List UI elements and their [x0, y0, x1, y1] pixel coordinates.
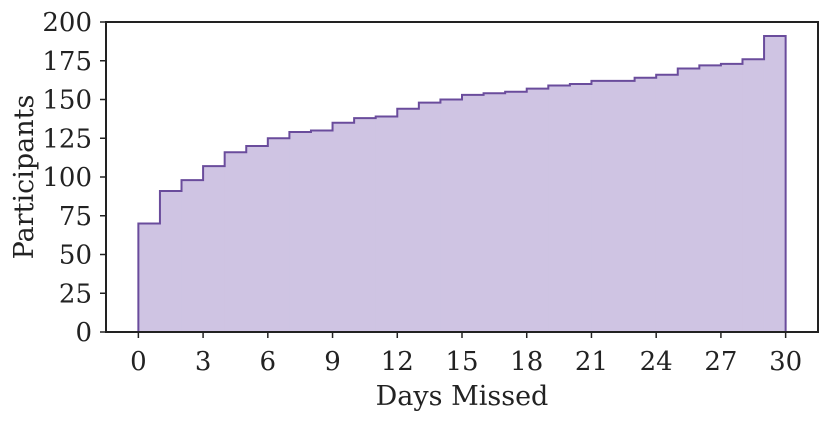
histogram-bar: [440, 99, 463, 333]
y-tick-label: 150: [42, 86, 92, 116]
histogram-bar: [353, 117, 376, 333]
histogram-bar: [310, 130, 333, 333]
y-tick-label: 100: [42, 163, 92, 193]
histogram-bar: [224, 151, 247, 333]
histogram-bar: [699, 65, 722, 333]
histogram-bar: [461, 94, 484, 333]
histogram-bar: [763, 35, 786, 333]
y-tick-label: 125: [42, 124, 92, 154]
x-tick-label: 15: [445, 347, 478, 377]
histogram-bar: [504, 91, 528, 333]
histogram-bars: [138, 35, 786, 333]
x-axis-label: Days Missed: [376, 381, 549, 412]
y-tick-label: 200: [42, 8, 92, 38]
y-axis-label: Participants: [9, 95, 40, 260]
x-tick-label: 30: [769, 347, 802, 377]
histogram-bar: [483, 93, 506, 333]
histogram-bar: [742, 58, 765, 333]
x-tick-label: 9: [324, 347, 341, 377]
histogram-bar: [267, 137, 290, 333]
histogram-bar: [677, 68, 700, 333]
x-tick-label: 12: [381, 347, 414, 377]
y-tick-label: 0: [75, 318, 92, 348]
x-tick-label: 21: [575, 347, 608, 377]
histogram-bar: [591, 80, 614, 333]
histogram-bar: [569, 83, 592, 333]
x-axis-ticks: 0 3 6 9 12 15 18 21 24 27 30: [130, 332, 802, 377]
histogram-bar: [181, 179, 204, 333]
histogram-bar: [138, 223, 161, 333]
histogram-bar: [720, 63, 743, 333]
histogram-bar: [655, 74, 679, 333]
histogram-bar: [289, 131, 312, 333]
histogram-bar: [634, 77, 657, 333]
y-tick-label: 50: [59, 241, 92, 271]
x-tick-label: 3: [195, 347, 212, 377]
y-tick-label: 175: [42, 47, 92, 77]
histogram-bar: [332, 122, 355, 333]
y-tick-label: 25: [59, 279, 92, 309]
x-tick-label: 24: [640, 347, 673, 377]
histogram-bar: [396, 108, 420, 333]
x-tick-label: 6: [260, 347, 277, 377]
histogram-outline: [137, 34, 787, 332]
histogram-bar: [418, 102, 441, 333]
histogram-bar: [612, 80, 635, 333]
x-tick-label: 0: [130, 347, 147, 377]
histogram-bar: [159, 190, 182, 333]
y-axis-ticks: 0 25 50 75 100 125 150 175 200: [42, 8, 106, 348]
histogram-bar: [245, 145, 269, 333]
histogram-bar: [375, 116, 398, 333]
histogram-bar: [526, 88, 549, 333]
histogram-bar: [548, 85, 571, 333]
histogram-bar: [202, 165, 225, 333]
x-tick-label: 27: [704, 347, 737, 377]
x-tick-label: 18: [510, 347, 543, 377]
y-tick-label: 75: [59, 202, 92, 232]
